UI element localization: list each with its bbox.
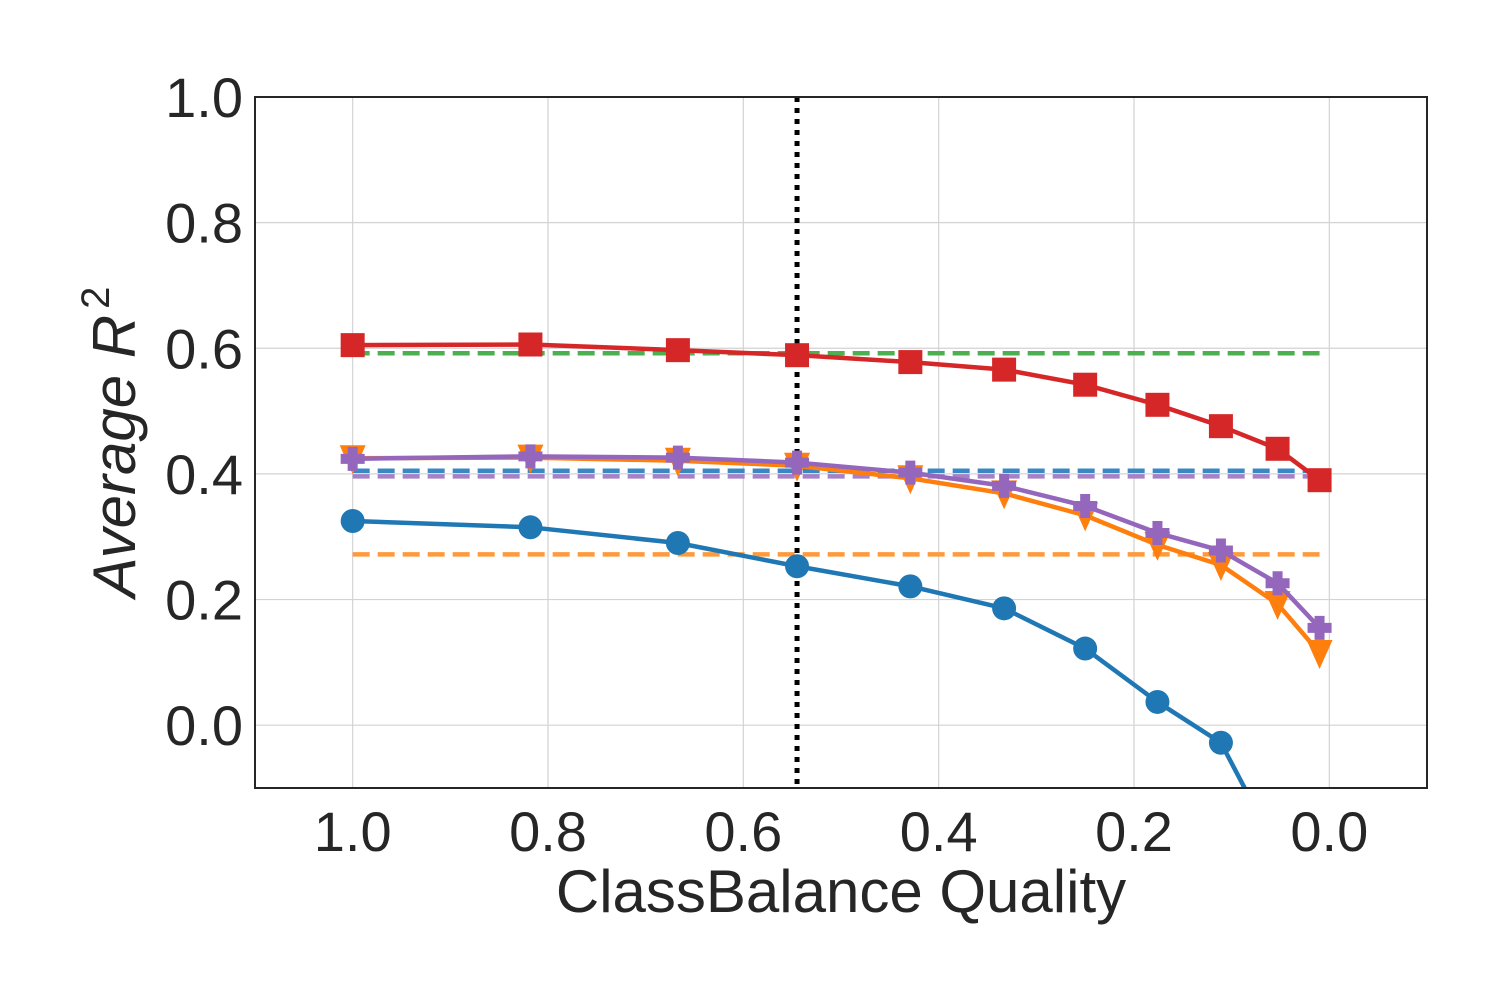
plus-marker [1307, 615, 1332, 640]
y-tick-label: 0.8 [165, 192, 243, 255]
square-marker [1145, 392, 1170, 417]
triangle-marker [1306, 639, 1333, 669]
plus-marker [992, 473, 1017, 498]
circle-marker [1208, 730, 1233, 755]
circle-marker [665, 531, 690, 556]
data-series [339, 332, 1333, 1000]
triangle-marker [1207, 551, 1234, 581]
circle-marker [340, 509, 365, 534]
triangle-marker [1144, 531, 1171, 561]
square-marker [1307, 468, 1332, 493]
circle-marker [992, 596, 1017, 621]
x-tick-label: 0.2 [1095, 800, 1173, 863]
circle-marker [1308, 996, 1332, 1000]
x-tick-label: 0.4 [900, 800, 978, 863]
plus-marker [1265, 571, 1290, 596]
plus-marker [665, 445, 690, 470]
x-tick-label: 0.0 [1290, 800, 1368, 863]
plus-marker [1145, 520, 1170, 545]
x-tick-labels: 1.0 0.8 0.6 0.4 0.2 0.0 [314, 800, 1369, 863]
square-marker [518, 332, 543, 357]
circle-marker [518, 515, 543, 540]
x-axis-label: ClassBalance Quality [556, 858, 1126, 925]
grid-lines [255, 96, 1427, 788]
plus-marker [518, 444, 543, 469]
circle-marker [1145, 689, 1170, 714]
y-tick-label: 1.0 [165, 66, 243, 129]
square-marker [785, 343, 810, 368]
plus-marker [340, 446, 365, 471]
plus-marker [898, 460, 923, 485]
plus-marker [1073, 493, 1098, 518]
y-tick-label: 0.6 [165, 317, 243, 380]
series-group [340, 509, 1332, 1000]
plot-frame [254, 96, 1428, 789]
square-marker [665, 338, 690, 363]
y-tick-label: 0.4 [165, 443, 243, 506]
circle-marker [785, 554, 810, 579]
series-line [352, 454, 1322, 630]
y-tick-labels: 0.0 0.2 0.4 0.6 0.8 1.0 [165, 66, 243, 757]
x-tick-label: 0.8 [509, 800, 587, 863]
circle-marker [1266, 839, 1290, 863]
x-tick-label: 0.6 [704, 800, 782, 863]
plus-marker [785, 450, 810, 475]
series-group [340, 332, 1332, 493]
square-marker [992, 357, 1017, 382]
square-marker [1208, 414, 1233, 439]
y-tick-label: 0.0 [165, 694, 243, 757]
square-marker [1073, 372, 1098, 397]
circle-marker [1073, 636, 1098, 661]
plus-marker [1208, 538, 1233, 563]
circle-marker [898, 574, 923, 599]
y-axis-label-text: Average R [81, 315, 148, 600]
square-marker [340, 333, 365, 358]
y-axis-label-superscript: 2 [74, 287, 118, 309]
square-marker [898, 350, 923, 375]
series-group [340, 444, 1332, 640]
x-tick-label: 1.0 [314, 800, 392, 863]
y-tick-label: 0.2 [165, 569, 243, 632]
y-axis-label: Average R 2 [74, 287, 148, 601]
triangle-marker [1264, 590, 1291, 620]
square-marker [1265, 436, 1290, 461]
series-line [352, 518, 1248, 788]
